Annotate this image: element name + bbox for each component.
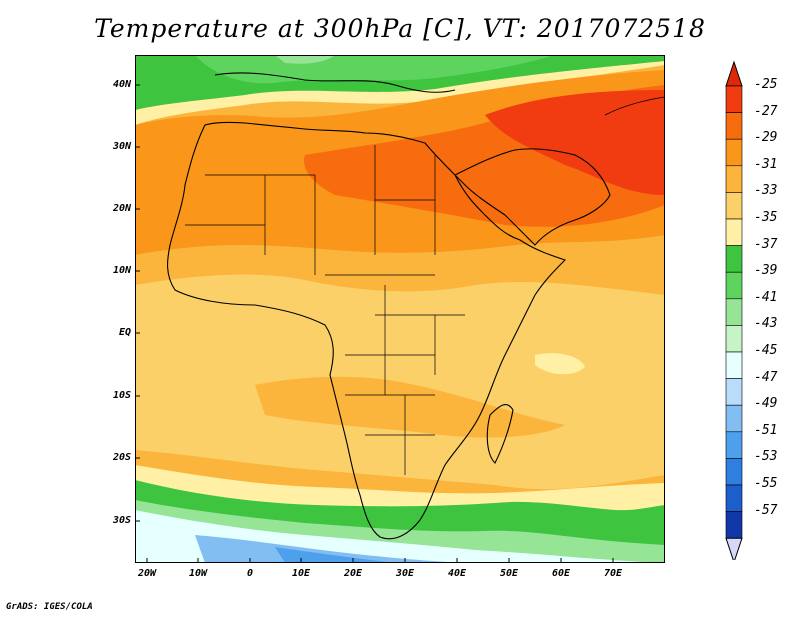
colorbar-swatch: [725, 245, 743, 273]
colorbar-swatch: [725, 85, 743, 113]
lon-label-40e: 40E: [447, 568, 467, 579]
colorbar-swatch: [725, 192, 743, 220]
map-panel: [135, 55, 665, 563]
colorbar-swatch: [725, 351, 743, 379]
lon-label-70e: 70E: [603, 568, 623, 579]
colorbar-bottom-arrow: [725, 537, 743, 560]
contour-minus47-south: [195, 535, 475, 563]
contour-minus41-north: [275, 55, 335, 64]
colorbar-swatch: [725, 138, 743, 167]
colorbar-tick-label: -57: [754, 502, 778, 518]
colorbar-tick-label: -33: [754, 183, 778, 199]
colorbar-swatch: [725, 271, 743, 300]
colorbar-swatch: [725, 165, 743, 193]
lon-label-0: 0: [246, 568, 254, 579]
contour-minus31-south-tropics: [255, 376, 565, 438]
lon-label-60e: 60E: [551, 568, 571, 579]
lat-label-20n: 20N: [112, 203, 131, 214]
colorbar-tick-label: -35: [754, 210, 778, 225]
madagascar-outline: [486, 404, 514, 464]
colorbar-swatch: [725, 484, 743, 512]
lon-label-30e: 30E: [395, 568, 415, 579]
colorbar-tick-label: -49: [754, 396, 778, 412]
contour-minus25-core: [485, 90, 665, 195]
axis-ticks: [135, 84, 614, 563]
colorbar-swatch: [725, 511, 743, 539]
colorbar-swatch: [725, 431, 743, 459]
colorbar-tick-label: -27: [754, 103, 778, 119]
country-borders: [185, 145, 465, 475]
colorbar-swatch: [725, 298, 743, 326]
lat-label-20s: 20S: [112, 452, 131, 463]
colorbar-tick-label: -31: [754, 156, 778, 172]
colorbar-swatch: [725, 325, 743, 353]
colorbar-tick-label: -39: [754, 263, 778, 279]
grads-credit: GrADS: IGES/COLA: [6, 602, 93, 612]
lat-label-30s: 30S: [112, 515, 131, 526]
lon-label-50e: 50E: [499, 568, 519, 579]
lat-label-eq: EQ: [118, 327, 131, 338]
map-frame: [135, 55, 665, 563]
contour-minus33-tropics: [135, 274, 665, 490]
asia-borders: [604, 96, 665, 116]
colorbar-tick-label: -53: [754, 449, 778, 465]
colorbar-tick-label: -41: [754, 289, 778, 305]
colorbar-tick-label: -37: [754, 236, 778, 252]
colorbar-tick-label: -25: [754, 77, 778, 92]
lat-label-30n: 30N: [112, 141, 131, 152]
colorbar-tick-label: -43: [754, 316, 778, 332]
colorbar-tick-label: -51: [754, 422, 778, 438]
colorbar-swatch: [725, 458, 743, 486]
lon-label-20w: 20W: [137, 568, 157, 579]
map-title: Temperature at 300hPa [C], VT: 201707251…: [94, 14, 706, 43]
colorbar-top-arrow: [725, 60, 743, 87]
colorbar-swatch: [725, 404, 743, 433]
lat-label-40n: 40N: [112, 79, 131, 90]
lon-label-20e: 20E: [343, 568, 363, 579]
lat-label-10n: 10N: [112, 265, 131, 276]
coastlines: [167, 72, 611, 540]
lat-label-10s: 10S: [112, 390, 131, 401]
lon-label-10e: 10E: [291, 568, 311, 579]
colorbar-swatch: [725, 378, 743, 406]
colorbar-tick-label: -45: [754, 343, 778, 358]
colorbar-tick-label: -47: [754, 369, 778, 385]
colorbar: [725, 60, 743, 560]
colorbar-swatch: [725, 218, 743, 246]
contour-minus49-south: [275, 547, 395, 563]
colorbar-swatch: [725, 112, 743, 140]
colorbar-tick-label: -55: [754, 476, 778, 491]
temperature-map: [135, 55, 665, 563]
lon-label-10w: 10W: [188, 568, 208, 579]
colorbar-tick-label: -29: [754, 130, 778, 146]
contour-minus35-indian-ocean: [535, 353, 585, 375]
